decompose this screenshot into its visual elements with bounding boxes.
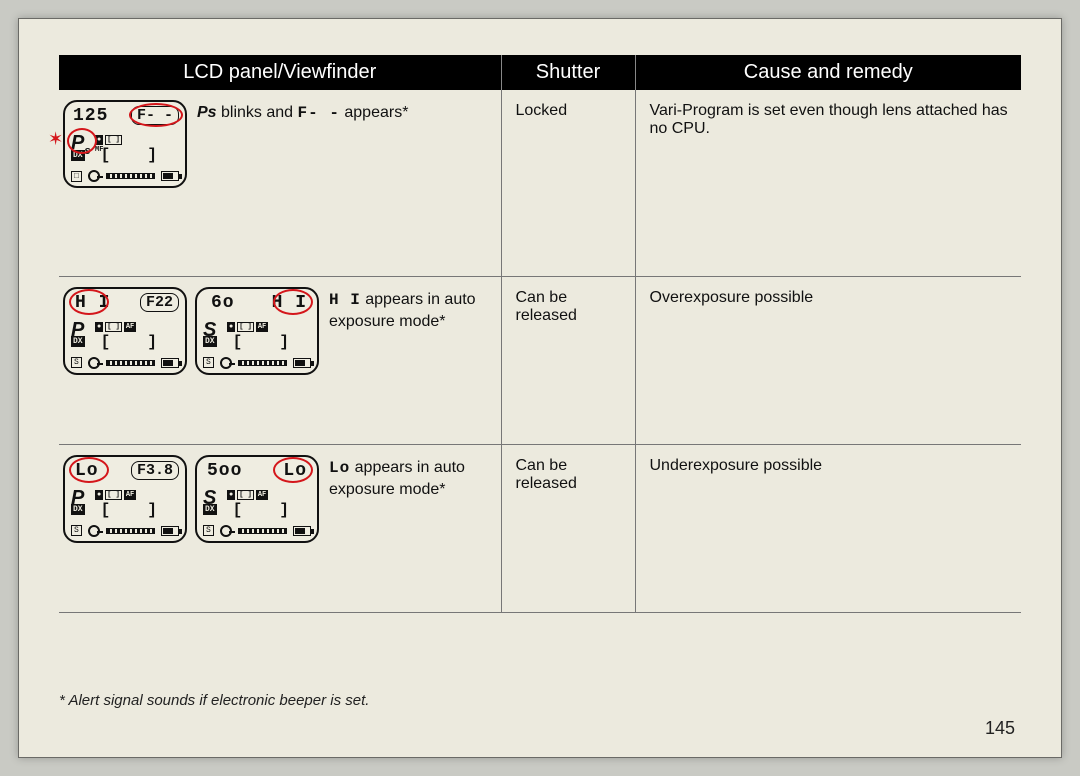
lcd-cell: H I F22 P ●[ ]AF DX[ ] S 6o H I [59, 276, 501, 444]
lcd-panel-icon: H I F22 P ●[ ]AF DX[ ] S [63, 287, 187, 375]
shutter-cell: Can be released [501, 444, 635, 612]
highlight-circle-icon [273, 289, 313, 315]
shutter-cell: Can be released [501, 276, 635, 444]
lcd-cell: Lo F3.8 P ●[ ]AF DX[ ] S 5oo Lo [59, 444, 501, 612]
lcd-aperture-box: F3.8 [131, 461, 179, 480]
manual-page: LCD panel/Viewfinder Shutter Cause and r… [18, 18, 1062, 758]
cause-cell: Overexposure possible [635, 276, 1021, 444]
cause-cell: Vari-Program is set even though lens att… [635, 90, 1021, 276]
cause-cell: Underexposure possible [635, 444, 1021, 612]
table-row: H I F22 P ●[ ]AF DX[ ] S 6o H I [59, 276, 1021, 444]
header-shutter: Shutter [501, 55, 635, 90]
lcd-cell: 125 F- - Ps ●[ ] MF DX[ ] □ [59, 90, 501, 276]
page-number: 145 [985, 718, 1015, 739]
shutter-cell: Locked [501, 90, 635, 276]
footnote: * Alert signal sounds if electronic beep… [59, 692, 369, 709]
lcd-panel-icon: 125 F- - Ps ●[ ] MF DX[ ] □ [63, 100, 187, 188]
lcd-indicator-stack: ●[ ] [95, 135, 122, 145]
highlight-circle-icon [273, 457, 313, 483]
table-row: 125 F- - Ps ●[ ] MF DX[ ] □ [59, 90, 1021, 276]
header-lcd: LCD panel/Viewfinder [59, 55, 501, 90]
highlight-circle-icon [69, 457, 109, 483]
highlight-circle-icon [69, 289, 109, 315]
highlight-circle-icon [129, 103, 183, 127]
lcd-aperture-box: F22 [140, 293, 179, 312]
table-row: Lo F3.8 P ●[ ]AF DX[ ] S 5oo Lo [59, 444, 1021, 612]
lcd-panel-icon: Lo F3.8 P ●[ ]AF DX[ ] S [63, 455, 187, 543]
highlight-circle-icon [67, 128, 97, 154]
lcd-description: Ps blinks and F- - appears* [197, 100, 493, 125]
lcd-panel-icon: 5oo Lo S ●[ ]AF DX[ ] S [195, 455, 319, 543]
lcd-panel-icon: 6o H I S ●[ ]AF DX[ ] S [195, 287, 319, 375]
troubleshooting-table: LCD panel/Viewfinder Shutter Cause and r… [59, 55, 1021, 613]
lcd-description: H I appears in auto exposure mode* [329, 287, 493, 333]
header-cause: Cause and remedy [635, 55, 1021, 90]
table-header-row: LCD panel/Viewfinder Shutter Cause and r… [59, 55, 1021, 90]
lcd-description: Lo appears in auto exposure mode* [329, 455, 493, 501]
blink-spark-icon: ✶ [49, 126, 62, 152]
